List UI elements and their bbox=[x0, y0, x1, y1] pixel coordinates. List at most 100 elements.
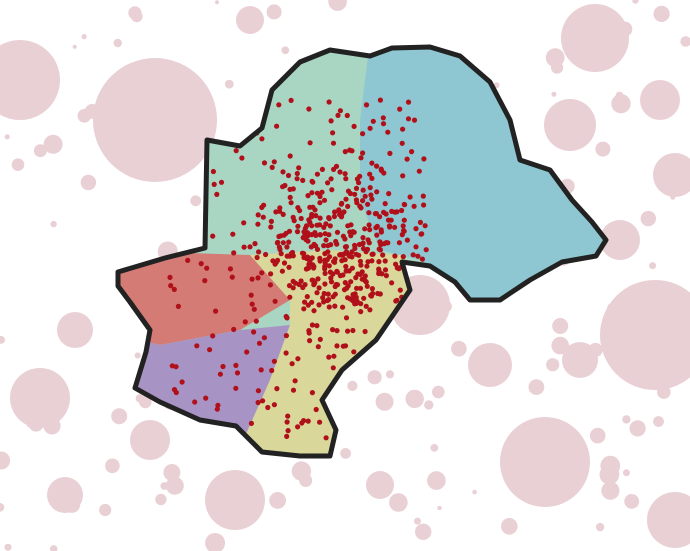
dot bbox=[404, 383, 410, 389]
bubble bbox=[600, 59, 610, 69]
bubble bbox=[266, 4, 282, 20]
dot bbox=[360, 198, 366, 204]
bubble bbox=[255, 489, 261, 496]
dot bbox=[210, 333, 216, 339]
dot bbox=[310, 179, 316, 185]
dot bbox=[349, 249, 355, 255]
dot bbox=[255, 275, 261, 281]
dot bbox=[419, 231, 425, 237]
dot bbox=[357, 258, 363, 264]
dot bbox=[305, 193, 311, 199]
dot bbox=[331, 213, 337, 220]
dot bbox=[181, 194, 187, 200]
dot bbox=[325, 249, 331, 255]
dot bbox=[232, 433, 238, 439]
bubble bbox=[149, 435, 169, 455]
dot bbox=[358, 262, 364, 268]
dot bbox=[294, 176, 300, 182]
dot bbox=[419, 256, 425, 262]
bubble bbox=[81, 34, 87, 40]
dot bbox=[374, 359, 380, 365]
dot bbox=[309, 190, 315, 196]
dot bbox=[362, 328, 368, 335]
dot bbox=[400, 431, 407, 437]
dot bbox=[351, 123, 357, 129]
dot bbox=[367, 185, 373, 191]
dot bbox=[320, 295, 326, 301]
bubble bbox=[670, 194, 676, 200]
dot bbox=[334, 269, 340, 275]
dot bbox=[351, 366, 357, 372]
dot bbox=[185, 257, 191, 263]
dot bbox=[210, 233, 216, 239]
dot bbox=[389, 280, 395, 286]
dot bbox=[303, 223, 310, 229]
dot bbox=[326, 354, 332, 360]
dot bbox=[332, 259, 338, 265]
dot bbox=[408, 351, 414, 357]
dot bbox=[299, 250, 306, 256]
dot bbox=[307, 140, 313, 146]
dot bbox=[392, 253, 398, 259]
dot bbox=[260, 214, 266, 220]
dot bbox=[376, 429, 382, 435]
dot bbox=[405, 116, 412, 122]
dot bbox=[374, 223, 380, 229]
dot bbox=[365, 237, 371, 243]
dot bbox=[321, 290, 327, 297]
dot bbox=[407, 340, 413, 346]
dot bbox=[179, 379, 185, 385]
bubble bbox=[281, 46, 290, 55]
dot bbox=[290, 214, 296, 220]
dot bbox=[220, 363, 226, 370]
bubble bbox=[190, 195, 202, 207]
dot bbox=[297, 208, 303, 214]
dot bbox=[335, 401, 341, 407]
bubble bbox=[615, 91, 624, 100]
bubble bbox=[647, 492, 690, 548]
dot bbox=[249, 301, 255, 307]
bubble bbox=[601, 481, 620, 500]
dot bbox=[407, 194, 413, 200]
dot bbox=[283, 333, 289, 339]
bubble bbox=[205, 533, 226, 551]
dot bbox=[249, 276, 255, 282]
dot bbox=[358, 155, 364, 161]
bubble bbox=[99, 503, 112, 517]
dot bbox=[316, 302, 322, 308]
dot bbox=[271, 358, 277, 364]
dot bbox=[354, 176, 360, 182]
dot bbox=[374, 189, 380, 195]
dot bbox=[421, 202, 427, 208]
dot bbox=[311, 265, 317, 271]
dot bbox=[306, 106, 312, 112]
dot bbox=[294, 229, 301, 235]
bubble bbox=[113, 38, 122, 48]
dot bbox=[360, 150, 366, 156]
dot bbox=[413, 226, 419, 232]
dot bbox=[409, 149, 415, 155]
dot bbox=[382, 201, 388, 207]
bubble bbox=[551, 91, 557, 97]
dot bbox=[288, 97, 294, 103]
dot bbox=[261, 160, 268, 166]
dot bbox=[343, 249, 350, 255]
dot bbox=[368, 293, 375, 299]
dot bbox=[353, 371, 359, 377]
dot bbox=[317, 200, 323, 206]
dot bbox=[360, 131, 366, 137]
dot bbox=[330, 294, 336, 300]
dot bbox=[330, 365, 336, 371]
dot bbox=[172, 209, 179, 215]
dot bbox=[317, 222, 323, 228]
dot bbox=[214, 191, 220, 197]
dot bbox=[388, 415, 394, 421]
dot bbox=[383, 273, 389, 279]
dot bbox=[263, 251, 269, 258]
dot bbox=[378, 227, 384, 233]
dot bbox=[416, 428, 422, 434]
bubble bbox=[558, 128, 569, 139]
dot bbox=[305, 302, 311, 308]
dot bbox=[401, 217, 407, 223]
dot bbox=[207, 429, 213, 435]
